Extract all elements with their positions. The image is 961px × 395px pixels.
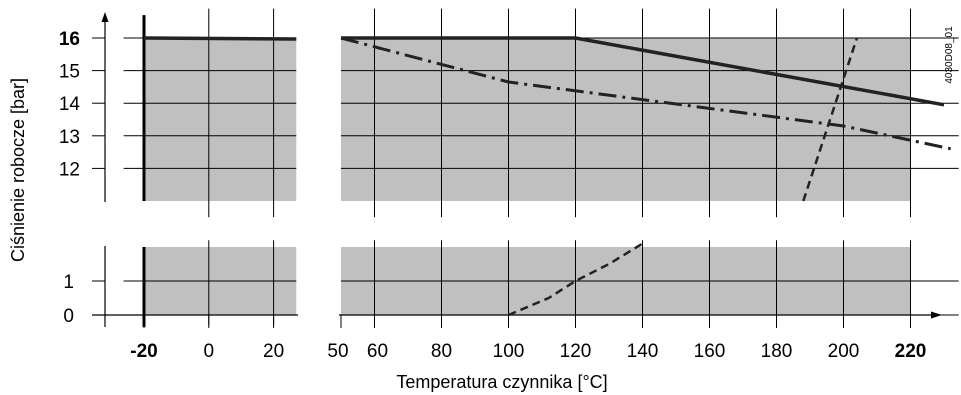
y-tick-label: 13 [59,127,80,148]
x-axis-arrow [931,311,942,319]
x-tick-label: 50 [327,341,348,362]
x-tick-label: 0 [204,341,215,362]
series-line-solid [143,36,297,41]
series-line-dashed [508,242,644,317]
y-tick-label: 15 [59,62,80,83]
series-line-solid [341,36,945,107]
x-tick-label: 180 [761,341,793,362]
y-axis-arrow [101,12,109,22]
series-line-dashed [802,37,859,202]
x-tick-label: 160 [694,341,726,362]
x-tick-label: 140 [627,341,659,362]
shaded-region [341,38,911,201]
x-tick-label: 200 [828,341,860,362]
figure-code: 4030D08_01 [944,26,955,84]
x-tick-label: 60 [367,341,388,362]
x-tick-label: -20 [130,341,157,362]
y-tick-label: 14 [59,94,81,115]
y-axis-label: Ciśnienie robocze [bar] [8,78,28,262]
y-tick-label: 16 [59,29,80,50]
x-tick-label: 120 [560,341,592,362]
y-tick-label: 12 [59,159,80,180]
axes [92,12,942,328]
tick-labels: -20 0 20 50 60 80 100 120 140 160 180 200 2201615141… [59,29,926,362]
x-tick-label: 20 [263,341,284,362]
x-axis-label: Temperatura czynnika [°C] [396,372,607,392]
series-line-dash-dot [340,36,952,151]
x-tick-label: 100 [493,341,525,362]
shaded-region [144,38,297,201]
x-tick-label: 80 [431,341,452,362]
y-tick-label: 1 [63,272,74,293]
x-tick-label: 220 [895,341,927,362]
y-tick-label: 0 [63,306,74,327]
series-lines [143,36,952,317]
